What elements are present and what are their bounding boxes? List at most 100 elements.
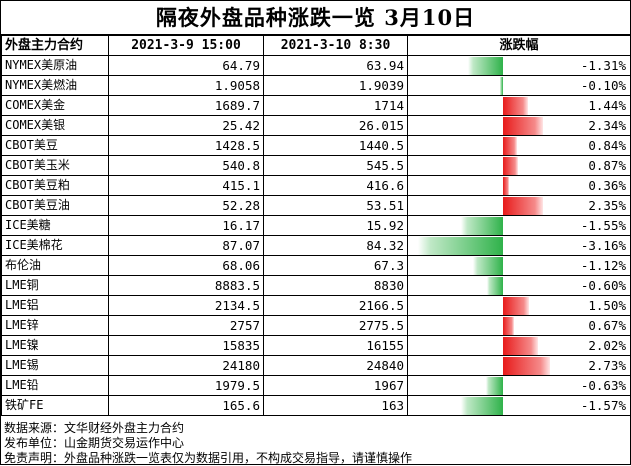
table-row: CBOT美豆油 52.28 53.51 2.35% xyxy=(1,195,631,216)
cur-price: 67.3 xyxy=(263,255,408,276)
table-row: ICE美糖 16.17 15.92 -1.55% xyxy=(1,215,631,236)
cur-price: 53.51 xyxy=(263,195,408,216)
prev-price: 1.9058 xyxy=(108,75,264,96)
change-cell: -1.57% xyxy=(407,395,631,416)
cur-price: 26.015 xyxy=(263,115,408,136)
table-row: COMEX美银 25.42 26.015 2.34% xyxy=(1,115,631,136)
prev-price: 64.79 xyxy=(108,55,264,76)
change-value: 1.44% xyxy=(588,98,626,113)
cur-price: 84.32 xyxy=(263,235,408,256)
change-cell: -0.10% xyxy=(407,75,631,96)
contract-name: ICE美棉花 xyxy=(1,235,109,256)
change-value: 2.34% xyxy=(588,118,626,133)
contract-name: LME铅 xyxy=(1,375,109,396)
change-value: 0.87% xyxy=(588,158,626,173)
change-bar xyxy=(500,77,503,95)
contract-name: LME锌 xyxy=(1,315,109,336)
cur-price: 15.92 xyxy=(263,215,408,236)
change-bar xyxy=(503,337,538,355)
header-contract: 外盘主力合约 xyxy=(1,35,109,56)
table-body: NYMEX美原油 64.79 63.94 -1.31% NYMEX美燃油 1.9058 1.… xyxy=(1,55,631,416)
change-value: -0.60% xyxy=(580,278,626,293)
prev-price: 2134.5 xyxy=(108,295,264,316)
change-cell: -1.55% xyxy=(407,215,631,236)
change-bar xyxy=(461,397,503,415)
change-cell: 2.73% xyxy=(407,355,631,376)
table-row: LME锡 24180 24840 2.73% xyxy=(1,355,631,376)
change-value: -0.63% xyxy=(580,378,626,393)
change-bar xyxy=(486,377,503,395)
change-value: 2.02% xyxy=(588,338,626,353)
change-value: 2.35% xyxy=(588,198,626,213)
contract-name: LME镍 xyxy=(1,335,109,356)
change-cell: -0.63% xyxy=(407,375,631,396)
prev-price: 16.17 xyxy=(108,215,264,236)
change-cell: 0.84% xyxy=(407,135,631,156)
cur-price: 16155 xyxy=(263,335,408,356)
change-value: -1.57% xyxy=(580,398,626,413)
change-value: -1.12% xyxy=(580,258,626,273)
change-cell: 2.35% xyxy=(407,195,631,216)
change-cell: -1.31% xyxy=(407,55,631,76)
change-cell: 0.87% xyxy=(407,155,631,176)
table-row: COMEX美金 1689.7 1714 1.44% xyxy=(1,95,631,116)
page-title: 隔夜外盘品种涨跌一览 3月10日 xyxy=(1,1,630,35)
change-bar xyxy=(503,197,543,215)
contract-name: LME铝 xyxy=(1,295,109,316)
table-row: LME镍 15835 16155 2.02% xyxy=(1,335,631,356)
cur-price: 1967 xyxy=(263,375,408,396)
footer-line: 数据来源：文华财经外盘主力合约 xyxy=(4,421,185,435)
prev-price: 24180 xyxy=(108,355,264,376)
cur-price: 63.94 xyxy=(263,55,408,76)
change-bar xyxy=(503,97,528,115)
change-bar xyxy=(461,217,503,235)
change-cell: 2.02% xyxy=(407,335,631,356)
prev-price: 1689.7 xyxy=(108,95,264,116)
change-value: 0.84% xyxy=(588,138,626,153)
change-bar xyxy=(473,257,503,275)
change-cell: 2.34% xyxy=(407,115,631,136)
cur-price: 416.6 xyxy=(263,175,408,196)
cur-price: 2775.5 xyxy=(263,315,408,336)
change-cell: -3.16% xyxy=(407,235,631,256)
prev-price: 87.07 xyxy=(108,235,264,256)
table-row: CBOT美豆 1428.5 1440.5 0.84% xyxy=(1,135,631,156)
contract-name: NYMEX美燃油 xyxy=(1,75,109,96)
table-row: LME铅 1979.5 1967 -0.63% xyxy=(1,375,631,396)
table-row: ICE美棉花 87.07 84.32 -3.16% xyxy=(1,235,631,256)
change-cell: 1.44% xyxy=(407,95,631,116)
prev-price: 415.1 xyxy=(108,175,264,196)
change-value: 1.50% xyxy=(588,298,626,313)
change-value: 2.73% xyxy=(588,358,626,373)
change-value: 0.67% xyxy=(588,318,626,333)
header-row: 外盘主力合约 2021-3-9 15:00 2021-3-10 8:30 涨跌幅 xyxy=(1,35,631,56)
cur-price: 1.9039 xyxy=(263,75,408,96)
table-row: LME铝 2134.5 2166.5 1.50% xyxy=(1,295,631,316)
change-bar xyxy=(503,297,529,315)
change-bar xyxy=(503,357,550,375)
cur-price: 163 xyxy=(263,395,408,416)
change-bar xyxy=(503,157,518,175)
prev-price: 52.28 xyxy=(108,195,264,216)
cur-price: 8830 xyxy=(263,275,408,296)
table-row: CBOT美豆粕 415.1 416.6 0.36% xyxy=(1,175,631,196)
prev-price: 165.6 xyxy=(108,395,264,416)
prev-price: 1979.5 xyxy=(108,375,264,396)
change-cell: -0.60% xyxy=(407,275,631,296)
cur-price: 1714 xyxy=(263,95,408,116)
change-bar xyxy=(503,117,543,135)
change-bar xyxy=(418,237,503,255)
table-row: NYMEX美燃油 1.9058 1.9039 -0.10% xyxy=(1,75,631,96)
prev-price: 15835 xyxy=(108,335,264,356)
change-bar xyxy=(468,57,503,75)
cur-price: 1440.5 xyxy=(263,135,408,156)
contract-name: COMEX美金 xyxy=(1,95,109,116)
change-value: -0.10% xyxy=(580,78,626,93)
footer-line: 免责声明：外盘品种涨跌一览表仅为数据引用，不构成交易指导，请谨慎操作 xyxy=(4,451,413,465)
contract-name: CBOT美豆 xyxy=(1,135,109,156)
table-row: LME铜 8883.5 8830 -0.60% xyxy=(1,275,631,296)
change-cell: 0.67% xyxy=(407,315,631,336)
cur-price: 2166.5 xyxy=(263,295,408,316)
table-row: 布伦油 68.06 67.3 -1.12% xyxy=(1,255,631,276)
change-cell: 0.36% xyxy=(407,175,631,196)
